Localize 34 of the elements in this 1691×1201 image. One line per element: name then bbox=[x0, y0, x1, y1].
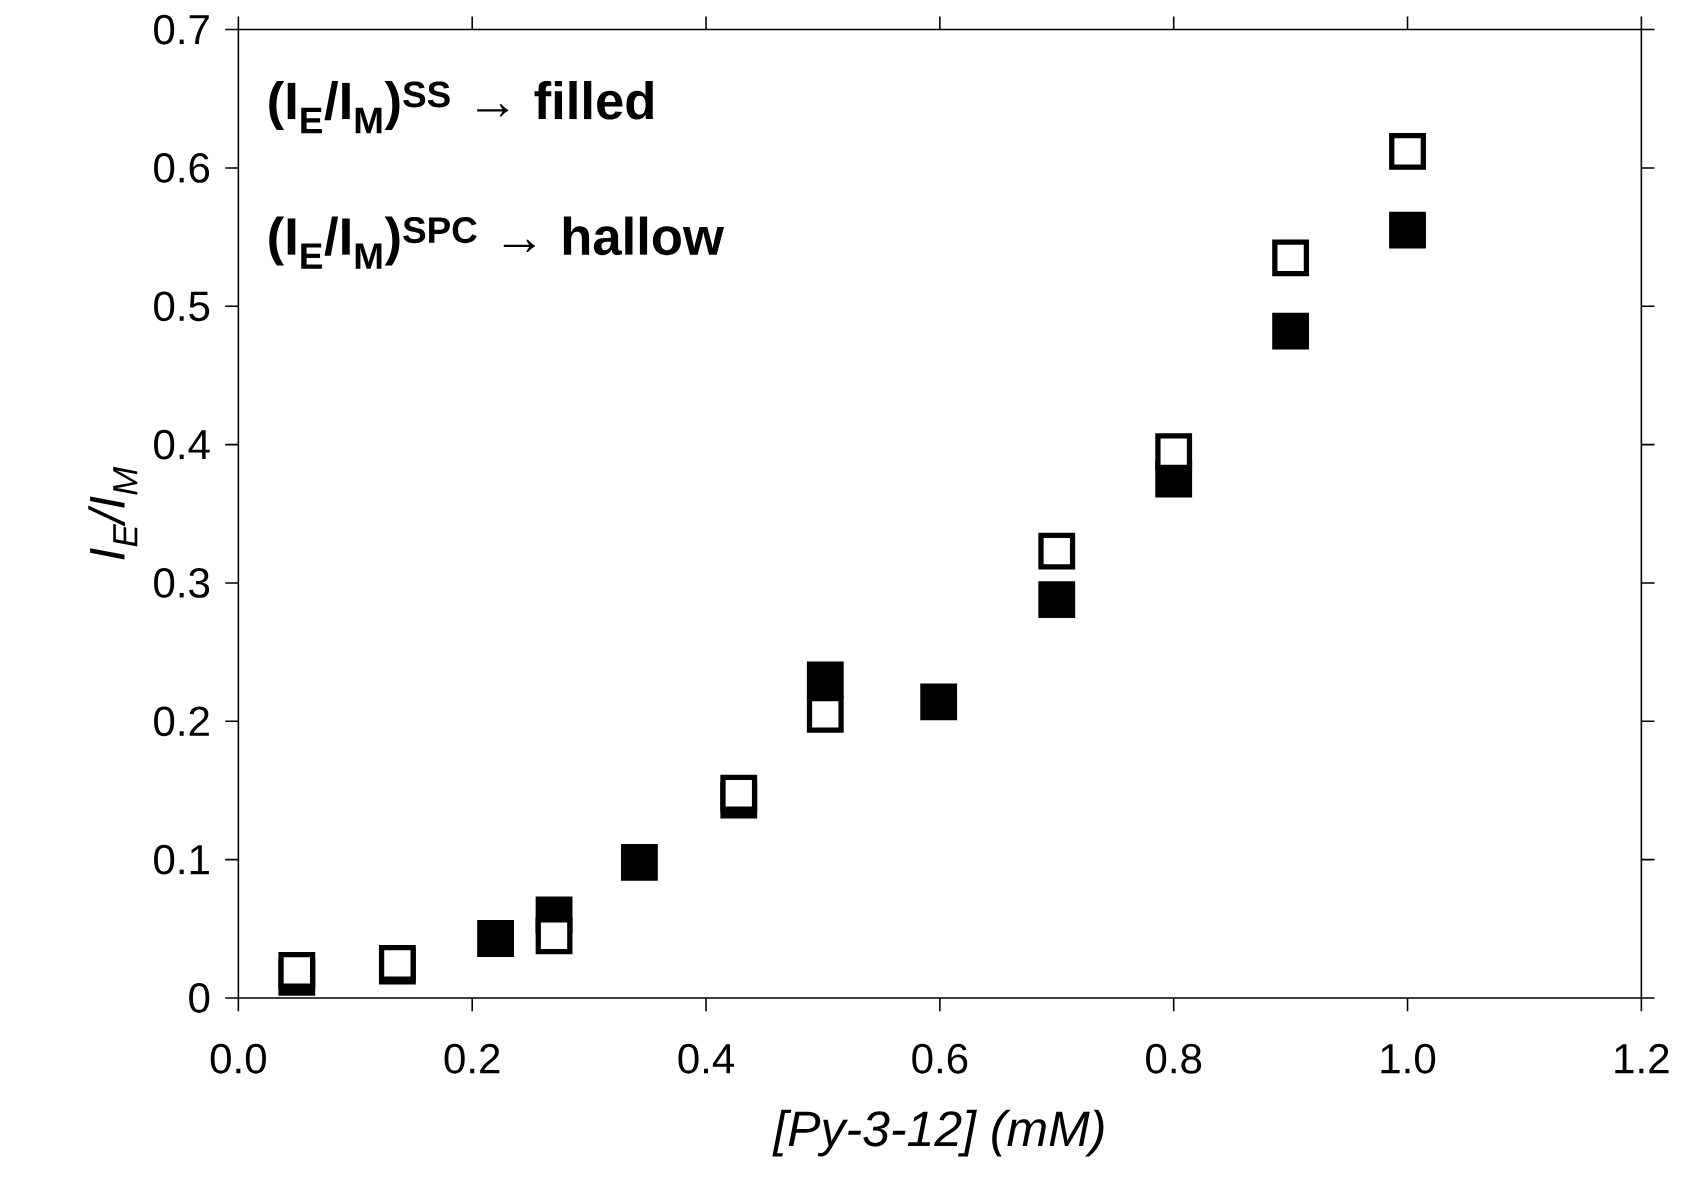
point bbox=[1272, 239, 1310, 277]
y-tick-label: 0.7 bbox=[154, 14, 209, 45]
x-axis-title: [Py-3-12] (mM) bbox=[772, 1109, 1104, 1157]
point bbox=[620, 843, 658, 881]
y-tick-label: 0.5 bbox=[154, 291, 210, 322]
point bbox=[1272, 312, 1310, 350]
point bbox=[1038, 581, 1076, 618]
y-tick-label: 0 bbox=[189, 983, 210, 1013]
point bbox=[535, 917, 573, 955]
annotation: (I$_{E}$/I$_{M}$)$^{SS}$ → filled bbox=[269, 80, 653, 134]
x-tick-label: 0.4 bbox=[678, 1043, 735, 1074]
point bbox=[720, 774, 758, 812]
point bbox=[1155, 433, 1193, 470]
y-tick-label: 0.2 bbox=[154, 706, 209, 737]
y-tick-label: 0.1 bbox=[154, 844, 209, 875]
x-tick-label: 0.8 bbox=[1146, 1043, 1202, 1074]
annotation: (I$_{E}$/I$_{M}$)$^{SPC}$ → hallow bbox=[269, 216, 724, 269]
y-tick-label: 0.6 bbox=[154, 152, 210, 183]
y-tick-label: 0.3 bbox=[154, 568, 210, 598]
point bbox=[1389, 132, 1426, 170]
point bbox=[1038, 532, 1076, 570]
x-tick-label: 1.0 bbox=[1381, 1043, 1436, 1074]
point bbox=[1389, 211, 1426, 249]
x-tick-label: 1.2 bbox=[1615, 1043, 1669, 1074]
y-axis-title: I$_{E}$/I$_{M}$ bbox=[88, 466, 138, 560]
x-tick-label: 0.6 bbox=[912, 1043, 968, 1074]
point bbox=[477, 920, 514, 957]
point bbox=[920, 683, 958, 721]
point bbox=[806, 661, 844, 699]
x-tick-label: 0.2 bbox=[444, 1043, 500, 1074]
x-tick-label: 0.0 bbox=[210, 1043, 266, 1074]
point bbox=[278, 951, 316, 989]
point bbox=[806, 695, 844, 733]
y-tick-label: 0.4 bbox=[154, 429, 210, 460]
